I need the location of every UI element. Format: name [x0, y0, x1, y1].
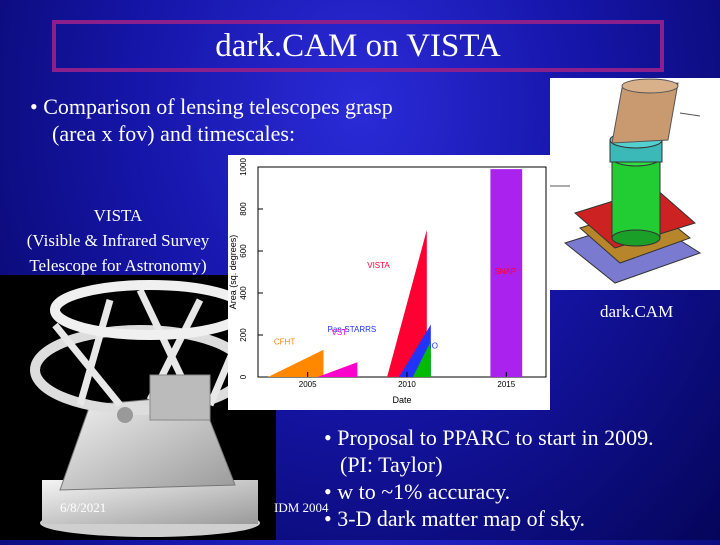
- x-axis-label: Date: [392, 395, 411, 405]
- darkcam-instrument-image: [550, 78, 720, 290]
- slide-title-text: dark.CAM on VISTA: [215, 27, 501, 64]
- y-tick-label: 400: [239, 286, 248, 300]
- series-label-vista: VISTA: [367, 261, 390, 270]
- bullet-comparison-line1: • Comparison of lensing telescopes grasp: [30, 94, 393, 119]
- series-label-vst: VST: [331, 328, 347, 337]
- y-axis-label: Area (sq. degrees): [228, 235, 238, 310]
- bullet-comparison: • Comparison of lensing telescopes grasp…: [30, 93, 393, 147]
- y-tick-label: 200: [239, 328, 248, 342]
- slide-title: dark.CAM on VISTA: [52, 20, 664, 72]
- bullet-comparison-line2: (area x fov) and timescales:: [52, 121, 296, 146]
- grasp-chart-svg: 0 200 400 600 800 1000 2005 2010 2015 Date Area (s…: [228, 158, 547, 405]
- series-label-snap: SNAP: [494, 267, 516, 276]
- bullet-w-accuracy: • w to ~1% accuracy.: [324, 479, 511, 504]
- x-tick-label: 2015: [497, 380, 515, 389]
- x-tick-label: 2010: [398, 380, 416, 389]
- y-tick-label: 1000: [239, 158, 248, 176]
- vista-caption: VISTA (Visible & Infrared Survey Telesco…: [0, 203, 236, 278]
- bullet-dark-matter-map: • 3-D dark matter map of sky.: [324, 506, 586, 531]
- vista-caption-line3: Telescope for Astronomy): [29, 256, 207, 275]
- series-label-panstarrs: Pan-STARRS: [328, 325, 377, 334]
- series-label-cfht: CFHT: [274, 337, 295, 346]
- y-tick-label: 800: [239, 202, 248, 216]
- darkcam-drawing: [550, 78, 702, 284]
- grasp-chart: 0 200 400 600 800 1000 2005 2010 2015 Date Area (s…: [228, 155, 550, 410]
- series-area-ctio: [412, 341, 431, 377]
- series-area-vista: [387, 230, 427, 377]
- footer-date: 6/8/2021: [60, 500, 107, 515]
- series-label-ctio: CTIO: [419, 342, 438, 351]
- darkcam-caption: dark.CAM: [600, 302, 674, 321]
- series-area-snap: [490, 169, 523, 377]
- footer-center: IDM 2004: [274, 500, 329, 515]
- x-tick-label: 2005: [299, 380, 317, 389]
- vista-caption-line1: VISTA: [93, 206, 143, 225]
- series-area-vst: [317, 362, 358, 377]
- bullet-pi: (PI: Taylor): [340, 452, 443, 477]
- y-tick-label: 600: [239, 244, 248, 258]
- series-area-cfht: [267, 349, 324, 377]
- vista-caption-line2: (Visible & Infrared Survey: [26, 231, 210, 250]
- bullet-proposal: • Proposal to PPARC to start in 2009.: [324, 425, 654, 450]
- bullet-proposal-list: • Proposal to PPARC to start in 2009. (P…: [324, 424, 654, 532]
- y-tick-label: 0: [239, 374, 248, 379]
